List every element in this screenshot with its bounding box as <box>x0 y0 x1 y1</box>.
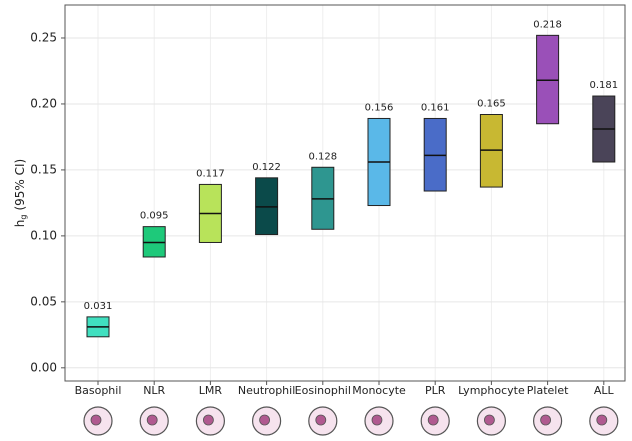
x-tick-label: Eosinophil <box>295 384 351 397</box>
plot-frame <box>64 4 626 382</box>
y-tick-label: 0.15 <box>30 162 57 176</box>
x-tick-label: ALL <box>594 384 615 397</box>
x-tick-label: Neutrophil <box>238 384 295 397</box>
value-label: 0.218 <box>533 19 562 30</box>
value-label: 0.161 <box>421 102 450 113</box>
y-tick-label: 0.05 <box>30 294 57 308</box>
y-axis-label: hg(95% CI) <box>13 159 28 227</box>
value-label: 0.031 <box>84 301 113 312</box>
cell-icon-nucleus <box>483 414 495 426</box>
value-label: 0.095 <box>140 211 169 222</box>
x-tick-label: Basophil <box>75 384 122 397</box>
value-label: 0.122 <box>252 162 281 173</box>
value-label: 0.117 <box>196 168 225 179</box>
x-tick-label: PLR <box>425 384 446 397</box>
y-tick-label: 0.10 <box>30 228 57 242</box>
y-tick-label: 0.25 <box>30 30 57 44</box>
cell-icon-nucleus <box>371 414 383 426</box>
cell-icon-nucleus <box>315 414 327 426</box>
cell-icon-nucleus <box>90 414 102 426</box>
cell-icon-nucleus <box>202 414 214 426</box>
x-tick-label: Lymphocyte <box>458 384 525 397</box>
cell-icon-nucleus <box>540 414 551 426</box>
value-label: 0.156 <box>365 102 394 113</box>
cell-icon-nucleus <box>259 414 271 426</box>
cell-icon-nucleus <box>146 414 158 426</box>
x-tick-label: Monocyte <box>352 384 406 397</box>
cell-icon-nucleus <box>427 414 439 426</box>
value-label: 0.128 <box>308 151 337 162</box>
y-tick-label: 0.00 <box>30 360 57 374</box>
cell-icon-nucleus <box>596 414 608 426</box>
value-label: 0.181 <box>589 80 618 91</box>
x-tick-label: LMR <box>199 384 223 397</box>
x-tick-label: Platelet <box>527 384 569 397</box>
value-label: 0.165 <box>477 99 506 110</box>
x-tick-label: NLR <box>143 384 165 397</box>
y-tick-label: 0.20 <box>30 96 57 110</box>
